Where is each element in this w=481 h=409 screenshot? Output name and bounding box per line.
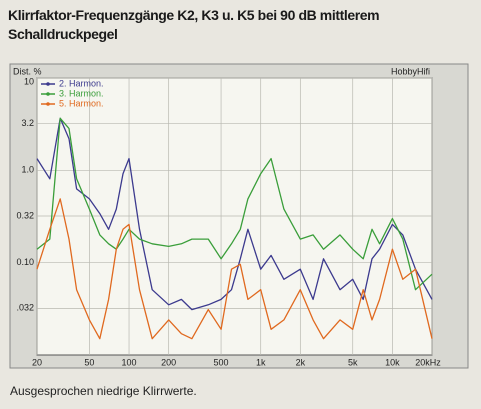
series-line: [36, 117, 433, 291]
y-tick-label: 0.32: [16, 210, 34, 220]
x-tick-label: 500: [214, 357, 229, 367]
y-tick-label: 3.2: [21, 118, 34, 128]
legend-label: 3. Harmon.: [59, 88, 104, 98]
x-tick-label: 50: [84, 357, 94, 367]
x-tick-label: 2k: [296, 357, 306, 367]
x-tick-label: 100: [122, 357, 137, 367]
y-tick-label: .032: [16, 303, 34, 313]
y-tick-label: 0.10: [16, 257, 34, 267]
brand: HobbyHifi: [391, 66, 430, 76]
x-tick-label: 10k: [385, 357, 400, 367]
y-tick-label: 10: [24, 76, 34, 86]
plot: .032 0.10 0.32 1.0 3.2 10 20 50 100 200 500 1k 2k 5k 1…: [16, 76, 441, 367]
x-tick-label: 200: [161, 357, 176, 367]
chart-title: Klirrfaktor-Frequenzgänge K2, K3 u. K5 b…: [8, 7, 380, 42]
title-box: Klirrfaktor-Frequenzgänge K2, K3 u. K5 b…: [8, 7, 380, 42]
y-tick-label: 1.0: [21, 165, 34, 175]
x-tick-label: 1k: [256, 357, 266, 367]
legend-marker: [46, 92, 50, 96]
x-tick-label: 20: [32, 357, 42, 367]
legend-label: 5. Harmon.: [59, 98, 104, 108]
caption: Ausgesprochen niedrige Klirrwerte.: [10, 384, 197, 398]
series-line: [36, 198, 433, 340]
plot-area: [36, 77, 433, 356]
legend-label: 2. Harmon.: [59, 78, 104, 88]
x-tick-label: 5k: [348, 357, 358, 367]
legend-marker: [46, 102, 50, 106]
y-axis-label: Dist. %: [13, 66, 42, 76]
legend-marker: [46, 82, 50, 86]
x-tick-label: 20kHz: [415, 357, 441, 367]
